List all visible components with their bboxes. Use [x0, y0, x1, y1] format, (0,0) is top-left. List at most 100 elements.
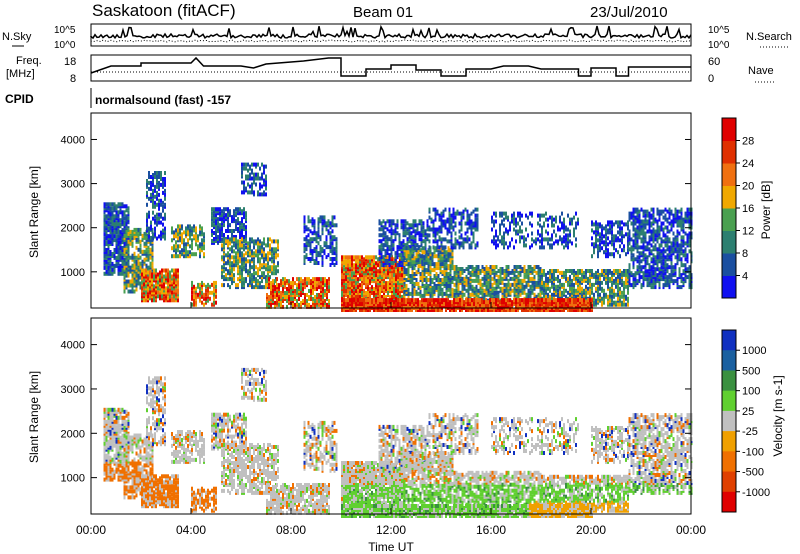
power-cell — [169, 294, 171, 299]
power-cell — [123, 285, 126, 290]
power-cell — [147, 245, 150, 250]
power-cell — [443, 278, 446, 282]
power-cell — [231, 229, 233, 233]
power-cell — [160, 171, 162, 175]
power-cell — [243, 243, 245, 248]
power-cell — [446, 217, 449, 222]
power-cell — [495, 211, 497, 216]
power-cell — [150, 192, 152, 197]
power-cell — [529, 290, 532, 295]
power-cell — [209, 284, 211, 289]
power-cell — [233, 235, 235, 239]
power-cell — [543, 213, 545, 218]
power-cell — [225, 239, 227, 244]
power-cell — [211, 211, 213, 216]
power-cell — [416, 231, 419, 236]
power-cell — [233, 217, 235, 222]
power-cell — [345, 255, 347, 260]
power-cell — [335, 245, 338, 250]
power-cell — [306, 293, 308, 297]
power-cell — [127, 289, 130, 294]
power-cell — [313, 237, 316, 242]
power-cell — [335, 249, 338, 254]
power-cell — [521, 221, 523, 226]
power-cell — [251, 265, 253, 270]
power-cell — [419, 285, 422, 290]
power-cell — [157, 290, 159, 295]
power-cell — [156, 216, 158, 221]
power-cell — [549, 286, 551, 291]
power-cell — [266, 293, 268, 297]
power-cell — [527, 270, 530, 275]
power-cell — [571, 282, 573, 287]
power-cell — [403, 289, 406, 294]
power-cell — [497, 243, 499, 248]
power-cell — [427, 287, 430, 292]
power-cell — [119, 263, 122, 268]
power-cell — [282, 299, 284, 303]
power-cell — [533, 265, 536, 269]
power-cell — [431, 278, 434, 282]
freq-panel — [90, 54, 692, 82]
power-cell — [277, 269, 279, 274]
power-cell — [150, 184, 152, 189]
power-cell — [276, 277, 278, 282]
power-cell — [449, 268, 452, 273]
power-cell — [569, 286, 571, 291]
power-cell — [115, 220, 118, 225]
power-cell — [259, 265, 261, 270]
power-cell — [245, 217, 247, 222]
power-cell — [311, 237, 314, 242]
power-cell — [431, 285, 434, 290]
power-cell — [415, 278, 418, 282]
power-cell — [599, 292, 601, 297]
power-cell — [563, 229, 565, 234]
power-cell — [595, 270, 597, 275]
power-cell — [396, 231, 399, 236]
power-cell — [409, 256, 412, 261]
power-cell — [147, 270, 149, 275]
power-cell — [318, 293, 320, 297]
power-cell — [402, 219, 405, 224]
power-cell — [417, 282, 420, 286]
power-cell — [497, 284, 500, 289]
power-cell — [215, 280, 217, 285]
power-cell — [203, 244, 205, 249]
power-cell — [107, 265, 110, 270]
power-cell — [261, 184, 263, 189]
power-cell — [274, 300, 276, 305]
power-cell — [320, 297, 322, 301]
power-cell — [286, 287, 288, 291]
power-cell — [351, 271, 353, 276]
power-cell — [231, 249, 233, 254]
power-cell — [163, 268, 165, 273]
power-cell — [193, 290, 195, 295]
power-cell — [535, 294, 538, 299]
power-cell — [529, 221, 531, 226]
power-cell — [255, 172, 257, 177]
power-cell — [298, 297, 300, 301]
power-cell — [423, 278, 426, 282]
power-cell — [245, 245, 247, 250]
power-cell — [559, 290, 561, 295]
power-cell — [162, 190, 164, 195]
power-cell — [319, 215, 322, 220]
power-cell — [547, 241, 549, 246]
power-cell — [569, 229, 571, 234]
power-cell — [207, 286, 209, 291]
power-cell — [477, 288, 480, 293]
power-cell — [183, 242, 185, 247]
power-cell — [263, 190, 265, 195]
power-cell — [533, 274, 536, 279]
power-cell — [193, 294, 195, 299]
power-cell — [475, 292, 478, 297]
power-cell — [237, 269, 239, 274]
power-cell — [537, 265, 540, 269]
power-cell — [125, 241, 128, 246]
power-cell — [382, 263, 385, 267]
power-cell — [310, 289, 312, 293]
power-cell — [343, 275, 345, 280]
power-cell — [213, 213, 215, 218]
power-cell — [111, 267, 114, 272]
power-cell — [503, 274, 506, 279]
